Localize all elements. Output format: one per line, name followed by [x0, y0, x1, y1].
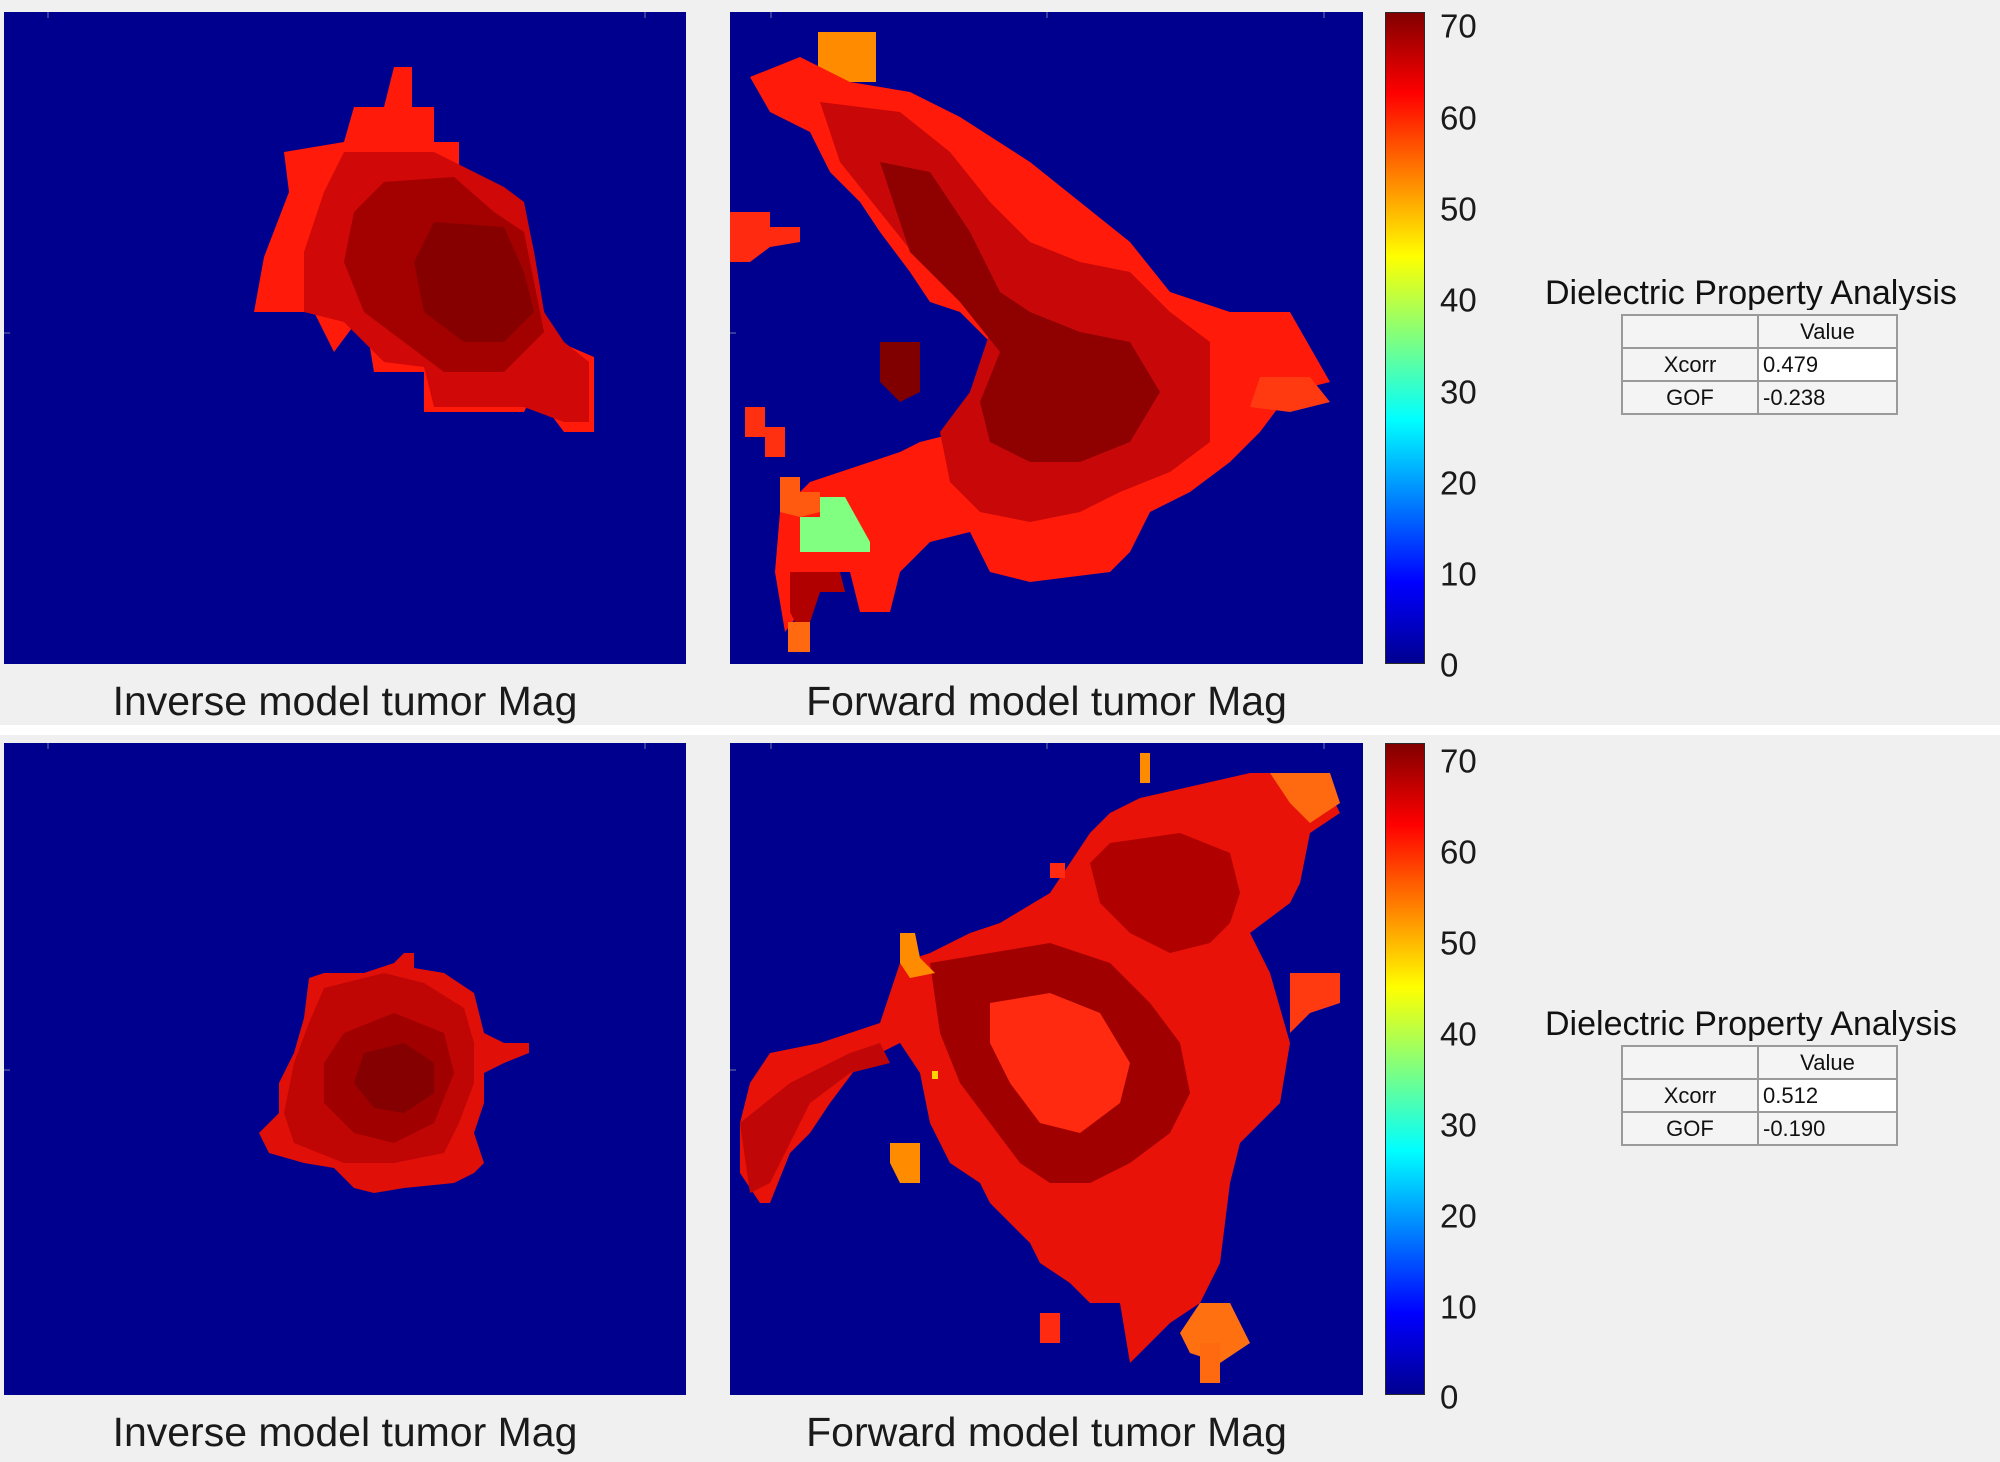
table-header-row: Value	[1621, 1045, 1898, 1080]
colorbar-tick-label: 0	[1440, 646, 1459, 684]
colorbar[interactable]	[1385, 743, 1425, 1395]
table-corner-cell	[1621, 314, 1759, 349]
gof-value-cell[interactable]: -0.190	[1757, 1111, 1898, 1146]
colorbar-tick-label: 70	[1440, 7, 1477, 45]
tumor-dark-spot	[880, 342, 920, 402]
table-corner-cell	[1621, 1045, 1759, 1080]
colorbar-tick-label: 30	[1440, 373, 1477, 411]
axis-tick	[1323, 12, 1325, 18]
axis-tick	[770, 743, 772, 749]
row-label-gof: GOF	[1621, 380, 1759, 415]
tumor-main-dark	[880, 162, 1160, 462]
axis-tick	[1046, 12, 1048, 18]
axis-tick	[1323, 743, 1325, 749]
tumor-bottom-tail	[1200, 1343, 1220, 1383]
colorbar-tick-label: 10	[1440, 555, 1477, 593]
forward-map-caption: Forward model tumor Mag	[806, 1409, 1287, 1455]
tumor-core	[414, 222, 534, 342]
inverse-model-map[interactable]	[4, 12, 686, 664]
colorbar-tick-label: 60	[1440, 99, 1477, 137]
axis-tick	[644, 743, 646, 749]
axis-tick	[730, 1069, 736, 1071]
forward-map-caption: Forward model tumor Mag	[806, 678, 1287, 724]
tumor-right-patch	[1250, 377, 1330, 412]
table-row: GOF -0.190	[1621, 1111, 1898, 1146]
tumor-left-patch	[730, 212, 800, 262]
forward-model-map[interactable]	[730, 12, 1363, 664]
tumor-main-dark	[1090, 833, 1240, 953]
forward-tumor-image	[740, 753, 1340, 1383]
table-row: Xcorr 0.479	[1621, 347, 1898, 382]
colorbar-tick-label: 10	[1440, 1288, 1477, 1326]
tumor-orange-small	[890, 1143, 920, 1183]
analysis-table: Value Xcorr 0.512 GOF -0.190	[1621, 1045, 1898, 1146]
forward-tumor-image	[730, 32, 1330, 652]
colorbar-tick-label: 50	[1440, 924, 1477, 962]
colorbar-tick-label: 40	[1440, 281, 1477, 319]
tumor-orange-top-right	[1270, 773, 1340, 823]
colorbar-tick-label: 70	[1440, 742, 1477, 780]
axis-tick	[1046, 743, 1048, 749]
tumor-orange-left	[900, 933, 935, 978]
colorbar-tick-label: 30	[1440, 1106, 1477, 1144]
colorbar-tick-label: 0	[1440, 1378, 1459, 1416]
tumor-core	[354, 1043, 434, 1113]
tumor-green-patch	[800, 497, 870, 552]
table-row: GOF -0.238	[1621, 380, 1898, 415]
colorbar-tick-label: 40	[1440, 1015, 1477, 1053]
xcorr-value-cell[interactable]: 0.479	[1757, 347, 1898, 382]
axis-tick	[47, 12, 49, 18]
inverse-model-map[interactable]	[4, 743, 686, 1395]
tumor-orange-tail	[788, 622, 810, 652]
analysis-table: Value Xcorr 0.479 GOF -0.238	[1621, 314, 1898, 415]
colorbar[interactable]	[1385, 12, 1425, 664]
colorbar-tick-label: 50	[1440, 190, 1477, 228]
forward-model-map[interactable]	[730, 743, 1363, 1395]
tumor-small-dot	[1050, 863, 1065, 878]
colorbar-tick-label: 20	[1440, 464, 1477, 502]
axis-tick	[4, 332, 10, 334]
analysis-panel-1: Inverse model tumor Mag Forward model tu…	[0, 0, 2000, 725]
tumor-orange-top	[1140, 753, 1150, 783]
tumor-top-patch	[818, 32, 876, 82]
tumor-small-patch	[745, 407, 785, 457]
tumor-lower-tail	[790, 572, 845, 632]
tumor-left-arm	[740, 1043, 890, 1193]
tumor-right-blob	[1290, 973, 1340, 1033]
analysis-title: Dielectric Property Analysis	[1545, 274, 1957, 310]
table-header-row: Value	[1621, 314, 1898, 349]
panel-divider	[0, 725, 2000, 735]
tumor-orange-lower	[780, 477, 820, 517]
axis-tick	[770, 12, 772, 18]
table-header-value[interactable]: Value	[1757, 314, 1898, 349]
tumor-bottom-orange	[1180, 1303, 1250, 1363]
tumor-core-red	[990, 993, 1130, 1133]
row-label-xcorr: Xcorr	[1621, 1078, 1759, 1113]
axis-tick	[644, 12, 646, 18]
analysis-panel-2: Inverse model tumor Mag Forward model tu…	[0, 735, 2000, 1460]
inverse-tumor-image	[259, 953, 529, 1193]
table-row: Xcorr 0.512	[1621, 1078, 1898, 1113]
axis-tick	[730, 332, 736, 334]
gof-value-cell[interactable]: -0.238	[1757, 380, 1898, 415]
tumor-small-dot	[1040, 1313, 1060, 1343]
colorbar-tick-label: 20	[1440, 1197, 1477, 1235]
inverse-tumor-image	[254, 67, 594, 432]
table-header-value[interactable]: Value	[1757, 1045, 1898, 1080]
inverse-map-caption: Inverse model tumor Mag	[112, 678, 578, 724]
inverse-map-caption: Inverse model tumor Mag	[112, 1409, 578, 1455]
axis-tick	[4, 1069, 10, 1071]
row-label-gof: GOF	[1621, 1111, 1759, 1146]
row-label-xcorr: Xcorr	[1621, 347, 1759, 382]
axis-tick	[47, 743, 49, 749]
colorbar-tick-label: 60	[1440, 833, 1477, 871]
xcorr-value-cell[interactable]: 0.512	[1757, 1078, 1898, 1113]
tumor-yellow-pixel	[932, 1071, 938, 1079]
analysis-title: Dielectric Property Analysis	[1545, 1005, 1957, 1041]
